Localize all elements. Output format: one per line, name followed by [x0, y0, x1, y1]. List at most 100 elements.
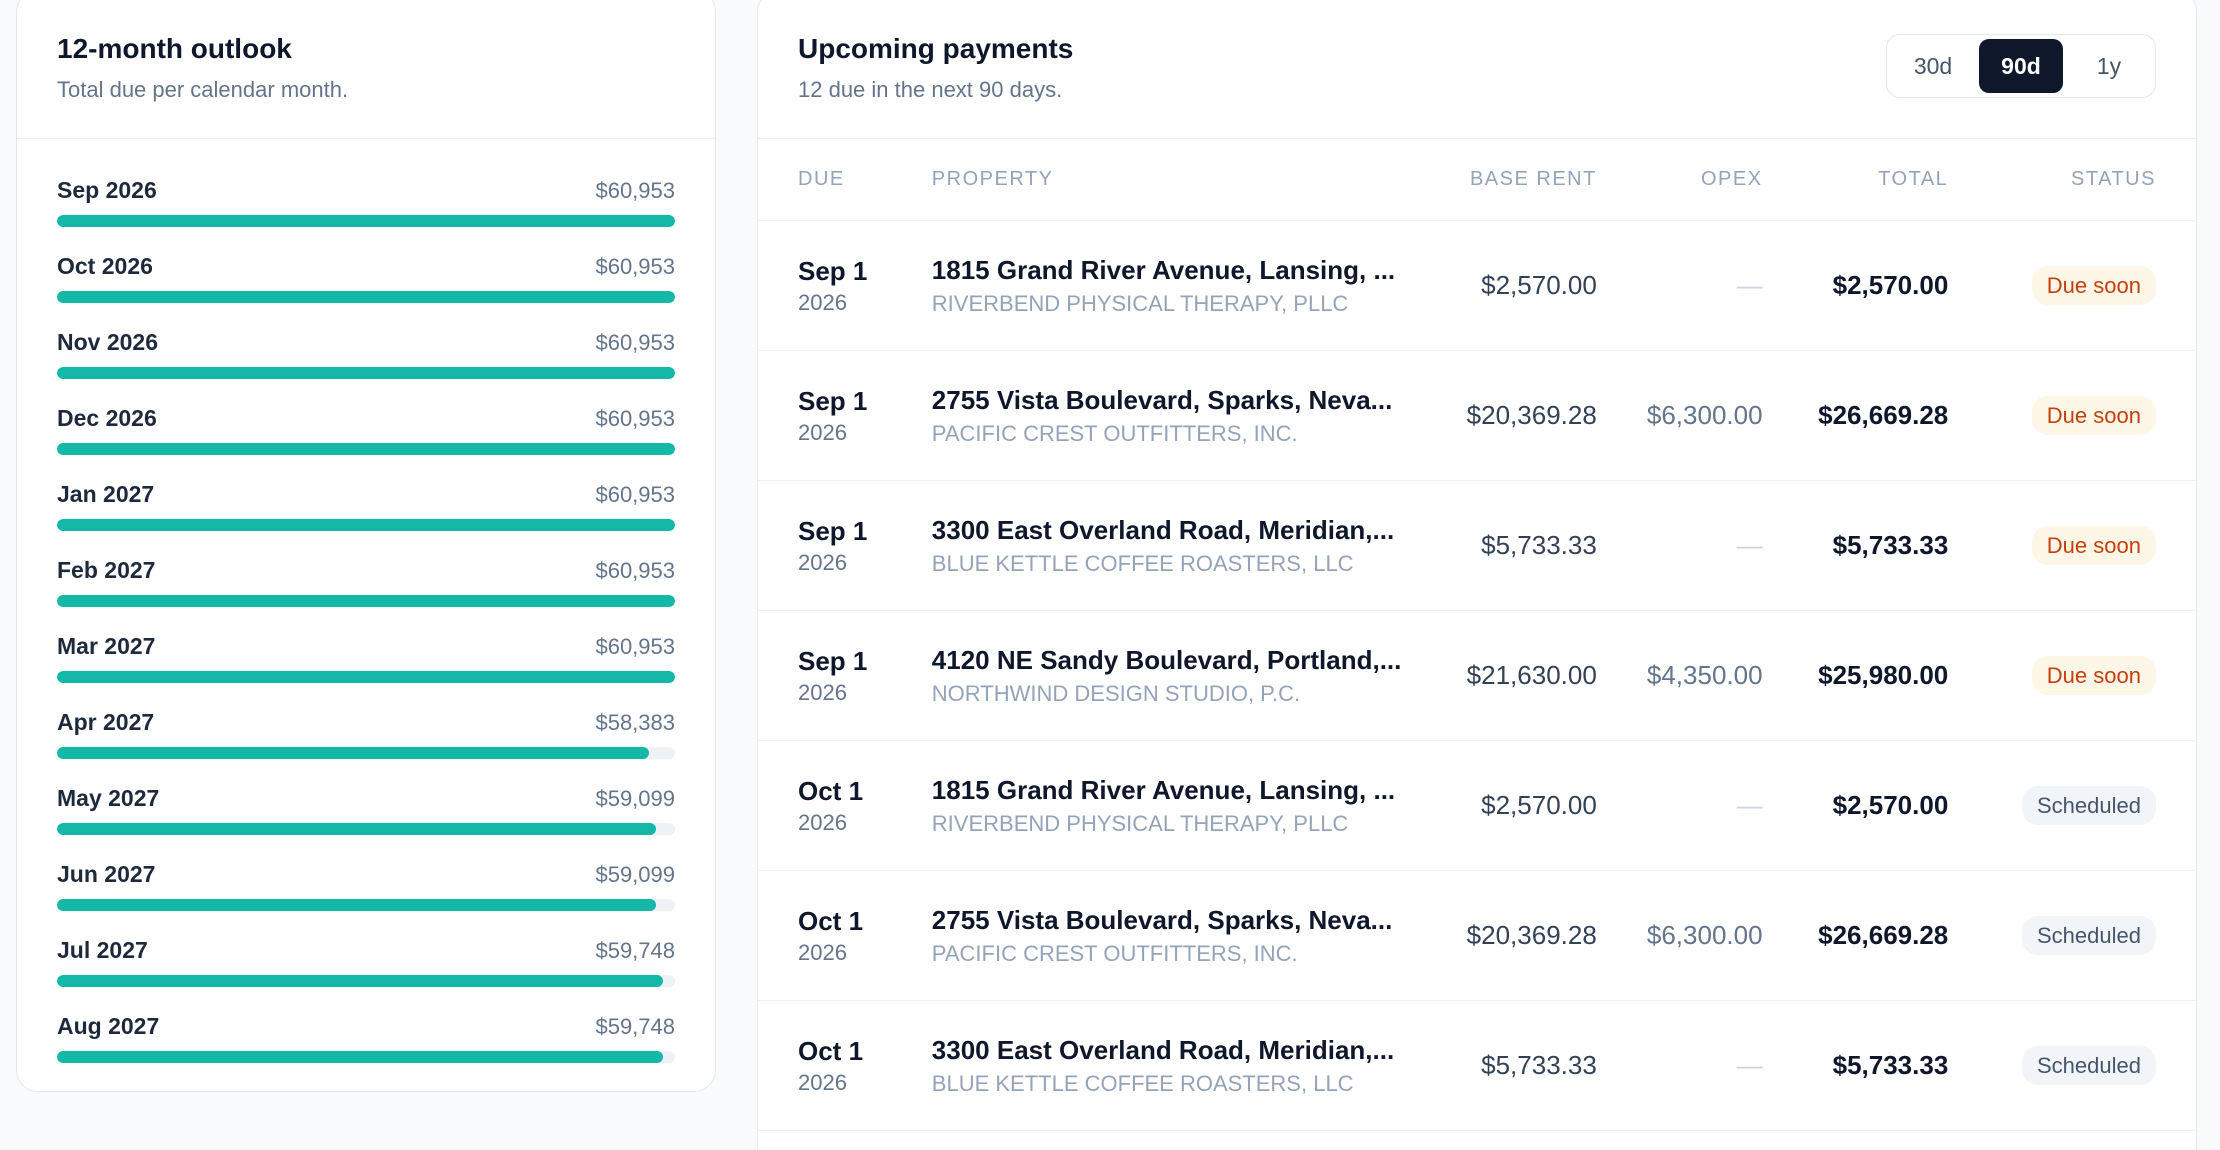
month-label: Oct 2026	[57, 253, 153, 279]
due-cell: Sep 1 2026	[758, 385, 932, 447]
column-total[interactable]: TOTAL	[1878, 168, 1949, 190]
month-amount: $59,099	[595, 786, 675, 811]
total-cell: $5,733.33	[1763, 1050, 1949, 1081]
due-year: 2026	[798, 680, 847, 706]
month-bar-fill	[57, 671, 675, 683]
total-value: $5,733.33	[1832, 1050, 1949, 1080]
tenant-name: PACIFIC CREST OUTFITTERS, INC.	[931, 941, 1298, 967]
month-list: Sep 2026 $60,953 Oct 2026 $60,953 Nov 2026 $6…	[17, 139, 715, 1079]
month-bar-track	[57, 291, 675, 303]
month-bar-track	[57, 975, 675, 987]
month-amount: $60,953	[595, 482, 675, 507]
status-badge: Due soon	[2031, 655, 2156, 696]
column-opex[interactable]: OPEX	[1700, 168, 1763, 190]
month-bar-fill	[57, 443, 675, 455]
base-rent-value: $21,630.00	[1466, 660, 1597, 690]
payments-card: Upcoming payments 12 due in the next 90 …	[757, 0, 2197, 1150]
month-bar-track	[57, 595, 675, 607]
status-cell: Due soon	[1948, 395, 2196, 436]
month-amount: $59,099	[595, 862, 675, 887]
table-row[interactable]: Sep 1 2026 4120 NE Sandy Boulevard, Portla…	[758, 611, 2196, 741]
month-row: Mar 2027 $60,953	[57, 623, 675, 699]
status-cell: Due soon	[1948, 265, 2196, 306]
month-amount: $60,953	[595, 558, 675, 583]
month-label: Mar 2027	[57, 633, 156, 659]
due-date: Oct 1	[798, 1035, 864, 1066]
total-cell: $2,570.00	[1763, 790, 1949, 821]
tenant-name: RIVERBEND PHYSICAL THERAPY, PLLC	[931, 811, 1349, 837]
due-cell: Sep 1 2026	[758, 515, 932, 577]
status-cell: Due soon	[1948, 655, 2196, 696]
outlook-card: 12-month outlook Total due per calendar …	[16, 0, 716, 1092]
column-property[interactable]: PROPERTY	[931, 168, 1054, 190]
property-cell: 1815 Grand River Avenue, Lansing, ... RIV…	[932, 774, 1407, 838]
property-address[interactable]: 4120 NE Sandy Boulevard, Portland,...	[931, 644, 1402, 675]
month-label: Feb 2027	[57, 557, 156, 583]
status-badge: Scheduled	[2021, 915, 2156, 956]
status-cell: Due soon	[1948, 525, 2196, 566]
opex-value: $6,300.00	[1646, 920, 1763, 950]
month-amount: $58,383	[595, 710, 675, 735]
status-badge: Due soon	[2031, 265, 2156, 306]
tenant-name: PACIFIC CREST OUTFITTERS, INC.	[931, 421, 1298, 447]
tenant-name: BLUE KETTLE COFFEE ROASTERS, LLC	[931, 551, 1354, 577]
base-rent-value: $5,733.33	[1481, 530, 1597, 560]
opex-cell: —	[1597, 790, 1763, 821]
base-rent-value: $2,570.00	[1481, 270, 1597, 300]
total-value: $26,669.28	[1818, 920, 1949, 950]
month-row: Jul 2027 $59,748	[57, 927, 675, 1003]
opex-cell: —	[1597, 270, 1763, 301]
range-button-30d[interactable]: 30d	[1913, 52, 1953, 79]
property-address[interactable]: 3300 East Overland Road, Meridian,...	[931, 514, 1395, 545]
table-row[interactable]: Oct 1 2026 1815 Grand River Avenue, Lansin…	[758, 741, 2196, 871]
month-bar-track	[57, 899, 675, 911]
due-year: 2026	[798, 420, 847, 446]
total-value: $2,570.00	[1832, 790, 1949, 820]
due-year: 2026	[798, 550, 847, 576]
due-cell: Sep 1 2026	[758, 645, 932, 707]
month-label: Jan 2027	[57, 481, 155, 507]
range-button-90d[interactable]: 90d	[1979, 39, 2063, 93]
property-address[interactable]: 1815 Grand River Avenue, Lansing, ...	[931, 254, 1396, 285]
month-row: Feb 2027 $60,953	[57, 547, 675, 623]
month-amount: $60,953	[595, 406, 675, 431]
payments-header: Upcoming payments 12 due in the next 90 …	[758, 0, 2196, 139]
month-label: Jul 2027	[57, 937, 148, 963]
due-year: 2026	[798, 940, 847, 966]
table-row[interactable]: Sep 1 2026 3300 East Overland Road, Meridi…	[758, 481, 2196, 611]
month-line: Jul 2027 $59,748	[57, 937, 675, 964]
table-row[interactable]: Oct 1 2026 2755 Vista Boulevard, Sparks, N…	[758, 871, 2196, 1001]
column-due[interactable]: DUE	[798, 168, 845, 190]
opex-value: —	[1736, 790, 1763, 820]
range-toggle: 30d 90d 1y	[1886, 34, 2156, 98]
property-address[interactable]: 3300 East Overland Road, Meridian,...	[931, 1034, 1395, 1065]
property-address[interactable]: 2755 Vista Boulevard, Sparks, Neva...	[931, 384, 1393, 415]
base-rent-value: $20,369.28	[1466, 920, 1597, 950]
table-row[interactable]: Sep 1 2026 1815 Grand River Avenue, Lansin…	[758, 221, 2196, 351]
status-badge: Due soon	[2031, 525, 2156, 566]
range-button-1y[interactable]: 1y	[2096, 52, 2122, 79]
month-label: Jun 2027	[57, 861, 156, 887]
table-row[interactable]: Oct 1 2026 3300 East Overland Road, Meridi…	[758, 1001, 2196, 1131]
total-cell: $25,980.00	[1763, 660, 1949, 691]
month-bar-fill	[57, 975, 663, 987]
status-cell: Scheduled	[1948, 1045, 2196, 1086]
month-bar-fill	[57, 519, 675, 531]
month-row: Oct 2026 $60,953	[57, 243, 675, 319]
base-rent-cell: $21,630.00	[1407, 660, 1597, 691]
opex-value: —	[1736, 1050, 1763, 1080]
opex-cell: $4,350.00	[1597, 660, 1763, 691]
property-address[interactable]: 1815 Grand River Avenue, Lansing, ...	[931, 774, 1396, 805]
due-cell: Oct 1 2026	[758, 775, 932, 837]
property-address[interactable]: 2755 Vista Boulevard, Sparks, Neva...	[931, 904, 1393, 935]
tenant-name: NORTHWIND DESIGN STUDIO, P.C.	[931, 681, 1301, 707]
column-status[interactable]: STATUS	[2071, 168, 2156, 190]
month-bar-track	[57, 671, 675, 683]
column-base-rent[interactable]: BASE RENT	[1469, 168, 1597, 190]
table-row[interactable]: Sep 1 2026 2755 Vista Boulevard, Sparks, N…	[758, 351, 2196, 481]
total-value: $25,980.00	[1818, 660, 1949, 690]
month-label: Sep 2026	[57, 177, 157, 203]
base-rent-value: $5,733.33	[1481, 1050, 1597, 1080]
month-bar-fill	[57, 747, 649, 759]
property-cell: 3300 East Overland Road, Meridian,... BLU…	[932, 1034, 1407, 1098]
